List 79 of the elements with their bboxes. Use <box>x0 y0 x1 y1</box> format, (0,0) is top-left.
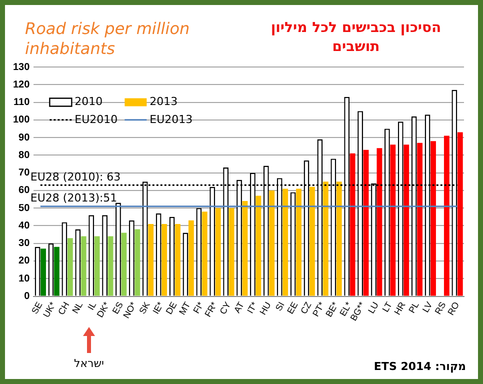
y-tick-label: 10 <box>18 273 30 284</box>
bar <box>296 188 302 296</box>
bar <box>417 142 423 296</box>
bar <box>256 196 262 296</box>
bar <box>336 182 342 296</box>
bar <box>350 153 356 296</box>
chart-subtitle: הסיכון בכבישים לכל מיליון תושבים <box>270 19 442 57</box>
y-tick-label: 120 <box>12 79 30 90</box>
x-tick-label: IL <box>86 300 98 312</box>
chart-title: Road risk per million inhabitants <box>25 19 191 59</box>
x-tick-label: CZ <box>298 300 314 316</box>
bar <box>282 188 288 296</box>
y-tick-label: 70 <box>18 168 30 179</box>
bar <box>322 182 328 296</box>
bar <box>54 246 60 296</box>
x-tick-label: LU <box>366 300 380 316</box>
x-tick-label: PT* <box>310 300 327 318</box>
annotation: EU28 (2010): 63 <box>30 170 121 184</box>
y-tick-label: 80 <box>18 150 30 161</box>
bar <box>215 208 221 296</box>
y-tick-label: 40 <box>18 220 30 232</box>
x-tick-label: HU <box>258 300 273 316</box>
bar <box>228 208 234 296</box>
text: מקור: ETS 2014 <box>374 360 466 373</box>
y-tick-label: 30 <box>18 238 30 250</box>
bar <box>444 136 450 296</box>
x-tick-label: MT <box>177 300 192 316</box>
x-tick-label: CH <box>56 300 72 316</box>
bar <box>67 238 73 296</box>
bar <box>242 201 248 296</box>
legend-label: EU2010 <box>74 112 118 126</box>
x-tick-label: IT* <box>245 300 260 316</box>
y-tick-label: 50 <box>18 202 30 214</box>
y-tick-label: 0 <box>24 291 30 302</box>
bar <box>175 224 180 296</box>
x-tick-label: LV <box>420 300 434 314</box>
legend-label: EU2013 <box>150 112 193 126</box>
x-tick-label: AT <box>232 300 246 315</box>
text: ישראל <box>72 357 106 370</box>
x-tick-label: PL <box>406 300 421 315</box>
x-tick-label: IE* <box>150 300 166 316</box>
bar <box>202 212 208 296</box>
y-tick-label: 110 <box>14 97 30 108</box>
bar <box>40 248 46 296</box>
bar <box>310 186 315 296</box>
bar <box>457 132 463 296</box>
bar <box>430 141 436 296</box>
x-tick-label: CY <box>218 300 233 316</box>
x-tick-label: LT <box>380 300 394 314</box>
x-tick-label: SI <box>273 300 286 313</box>
annotation: EU28 (2013):51 <box>30 192 118 205</box>
y-tick-label: 60 <box>18 185 30 196</box>
x-tick-label: DE <box>164 300 179 316</box>
bar <box>121 232 127 296</box>
y-tick-label: 90 <box>18 132 30 144</box>
bar <box>148 224 154 296</box>
legend-label: 2010 <box>74 95 103 108</box>
bar <box>94 236 100 296</box>
y-tick-label: 100 <box>12 114 30 126</box>
x-tick-label: HR <box>392 300 408 316</box>
bar <box>363 150 369 296</box>
x-tick-label: FI* <box>191 300 206 316</box>
x-tick-label: RO <box>446 300 462 317</box>
x-tick-label: EE <box>285 300 300 316</box>
bar <box>162 224 168 296</box>
y-tick-label: 130 <box>12 62 30 73</box>
legend-label: 2013 <box>150 95 178 108</box>
bar <box>404 144 410 296</box>
x-tick-label: SK <box>137 300 152 316</box>
bar <box>108 236 114 296</box>
bar <box>80 236 86 296</box>
y-tick-label: 20 <box>18 256 30 267</box>
bar <box>134 229 140 296</box>
bar <box>376 148 382 296</box>
x-tick-label: RS <box>432 300 448 316</box>
bar <box>269 190 275 296</box>
bar <box>188 220 194 296</box>
x-tick-label: NL <box>70 300 85 316</box>
bar <box>390 144 396 296</box>
